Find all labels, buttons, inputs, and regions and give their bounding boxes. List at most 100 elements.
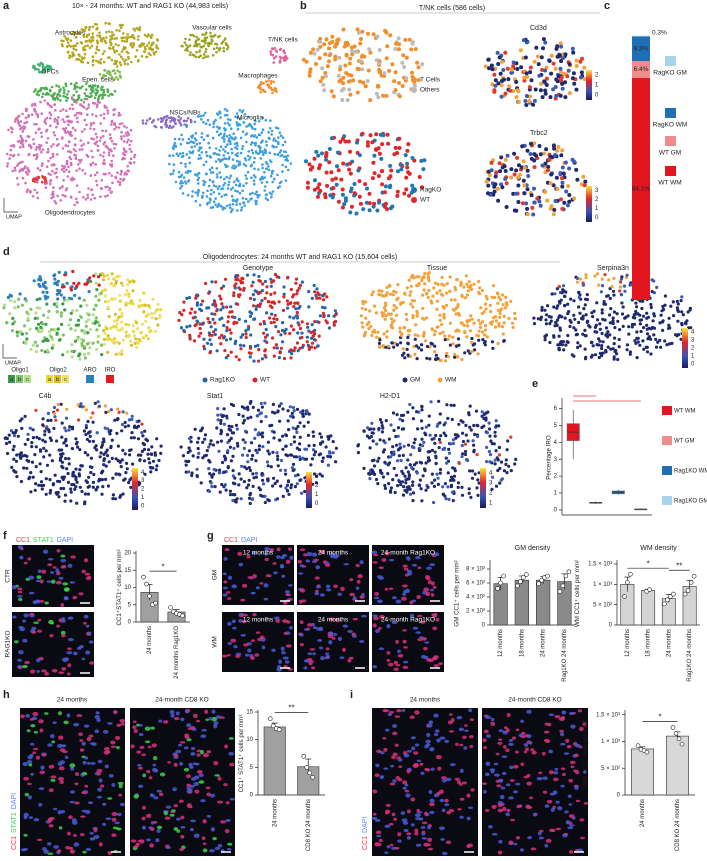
umap-dot (175, 152, 179, 155)
umap-dot (482, 310, 486, 314)
umap-dot (128, 339, 133, 343)
umap-dot (97, 283, 101, 287)
umap-dot (123, 425, 127, 429)
umap-dot (94, 281, 98, 285)
umap-dot (406, 458, 410, 462)
umap-dot (38, 143, 41, 147)
umap-dot (516, 200, 521, 204)
umap-dot (445, 303, 449, 307)
umap-dot (271, 190, 275, 193)
umap-dot (258, 322, 262, 326)
umap-dot (492, 88, 497, 93)
umap-dot (115, 65, 119, 68)
umap-dot (194, 40, 197, 44)
umap-dot (54, 109, 57, 112)
umap-dot (194, 55, 198, 59)
umap-dot (154, 468, 158, 472)
umap-dot (136, 38, 140, 41)
umap-dot (434, 454, 438, 458)
umap-dot (372, 171, 377, 176)
umap-dot (242, 480, 246, 484)
umap-dot (470, 340, 474, 345)
umap-dot (310, 323, 314, 327)
umap-dot (272, 436, 276, 440)
umap-dot (44, 322, 48, 326)
umap-dot (441, 485, 445, 489)
umap-dot (213, 312, 217, 316)
umap-dot (396, 296, 400, 300)
umap-dot (130, 414, 134, 418)
umap-dot (112, 277, 116, 281)
umap-dot (95, 171, 99, 174)
umap-dot (550, 292, 554, 296)
umap-dot (621, 324, 625, 328)
umap-dot (394, 473, 399, 477)
umap-dot (110, 174, 113, 177)
umap-dot (309, 330, 313, 335)
umap-dot (101, 278, 106, 282)
umap-dot (93, 446, 97, 450)
umap-dot (489, 168, 494, 173)
umap-dot (63, 120, 66, 124)
umap-dot (182, 328, 186, 333)
umap-dot (221, 187, 225, 190)
umap-dot (517, 163, 521, 168)
umap-dot (94, 163, 97, 166)
cluster-label: OPCs (41, 69, 59, 76)
umap-dot (357, 194, 362, 199)
umap-dot (440, 322, 444, 327)
umap-dot (396, 459, 400, 463)
umap-dot (80, 489, 84, 494)
umap-dot (249, 333, 253, 337)
umap-dot (421, 334, 426, 338)
umap-dot (404, 175, 409, 180)
umap-dot (230, 431, 234, 435)
umap-dot (199, 308, 204, 313)
umap-dot (489, 63, 494, 68)
umap-dot (59, 199, 63, 202)
panel-letter: f (3, 530, 7, 542)
umap-dot (12, 457, 16, 461)
umap-dot (178, 121, 182, 125)
umap-dot (434, 433, 438, 438)
umap-dot (108, 133, 112, 136)
umap-dot (606, 345, 610, 349)
umap-dot (119, 493, 123, 498)
umap-dot (311, 434, 316, 438)
umap-dot (236, 124, 240, 127)
umap-dot (13, 320, 17, 324)
umap-dot (238, 293, 242, 297)
umap-dot (92, 127, 96, 131)
umap-dot (185, 153, 188, 156)
umap-dot (153, 311, 157, 315)
umap-dot (207, 141, 210, 145)
umap-dot (286, 419, 290, 423)
umap-dot (549, 53, 554, 58)
umap-dot (525, 212, 530, 217)
umap-dot (371, 160, 376, 165)
umap-dot (76, 403, 80, 407)
umap-dot (151, 297, 155, 301)
umap-dot (407, 473, 411, 477)
umap-dot (568, 324, 572, 329)
umap-dot (598, 327, 602, 331)
umap-dot (245, 125, 248, 128)
umap-dot (544, 76, 549, 81)
umap-dot (532, 316, 536, 320)
umap-dot (218, 47, 222, 50)
umap-dot (279, 333, 283, 337)
colorbar-tick: 0 (595, 215, 599, 221)
umap-dot (311, 334, 315, 338)
umap-dot (625, 343, 630, 347)
umap-dot (82, 298, 86, 302)
umap-dot (43, 67, 46, 70)
umap-dot (318, 432, 322, 436)
umap-dot (267, 168, 271, 172)
umap-dot (346, 72, 351, 77)
umap-dot (489, 309, 493, 314)
umap-dot (261, 177, 265, 181)
umap-dot (27, 113, 31, 117)
umap-dot (70, 355, 74, 359)
umap-dot (293, 346, 297, 350)
umap-dot (56, 297, 60, 301)
